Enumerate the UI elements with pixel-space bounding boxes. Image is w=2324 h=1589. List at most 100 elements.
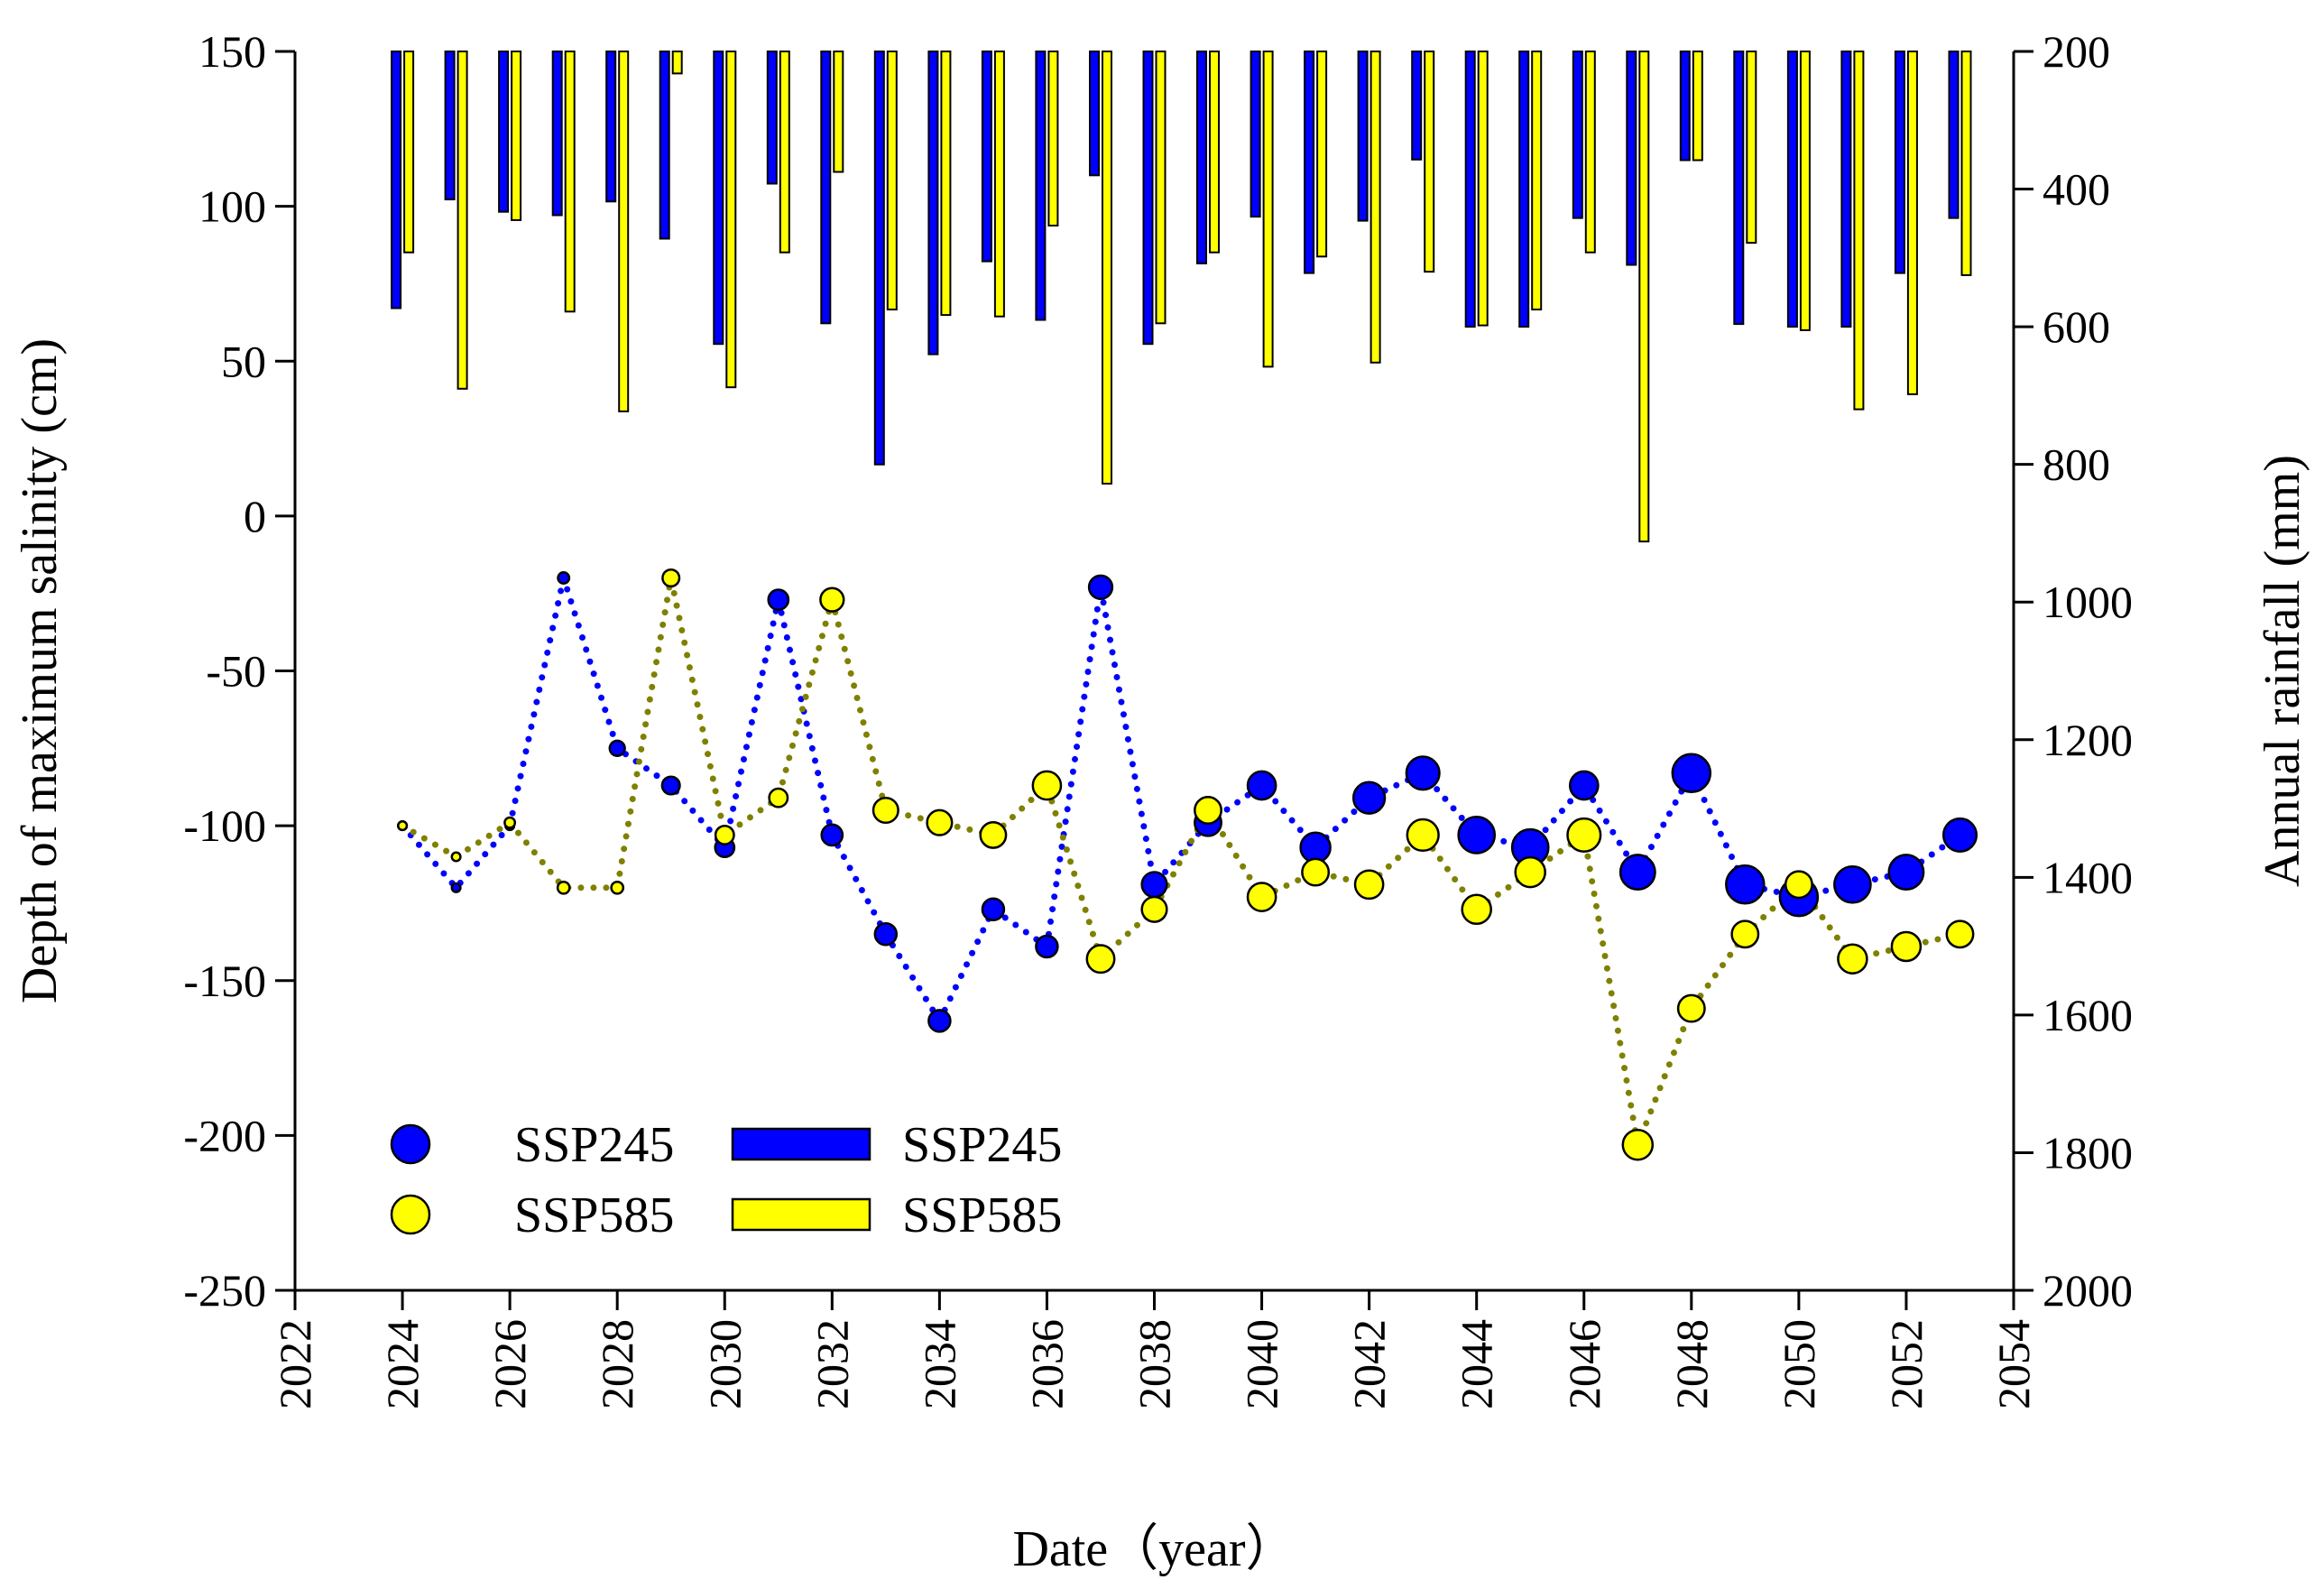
rainfall-bar-ssp585-2040 <box>1262 51 1274 368</box>
legend-marker-ssp245-bar <box>731 1127 872 1161</box>
x-tick-label: 2034 <box>914 1319 964 1409</box>
rainfall-bar-ssp585-2049 <box>1746 51 1757 245</box>
rainfall-bar-ssp245-2045 <box>1518 51 1530 328</box>
x-tick-label: 2030 <box>699 1319 750 1409</box>
depth-point-ssp245-2047 <box>1618 854 1656 892</box>
depth-point-ssp245-2038 <box>1140 871 1168 899</box>
rainfall-bar-ssp245-2052 <box>1894 51 1905 274</box>
depth-point-ssp245-2031 <box>767 588 790 611</box>
depth-point-ssp585-2040 <box>1246 882 1277 912</box>
left-tick-label: 50 <box>221 336 266 386</box>
right-tick-label: 1200 <box>2043 715 2133 765</box>
rainfall-bar-ssp245-2046 <box>1572 51 1583 219</box>
depth-point-ssp585-2026 <box>503 816 517 829</box>
depth-point-ssp585-2050 <box>1784 870 1813 900</box>
depth-point-ssp585-2027 <box>556 880 571 895</box>
rainfall-bar-ssp585-2048 <box>1692 51 1703 162</box>
rainfall-bar-ssp245-2024 <box>391 51 402 309</box>
depth-point-ssp585-2049 <box>1730 919 1760 949</box>
depth-point-ssp585-2024 <box>397 820 409 832</box>
legend-marker-ssp585-bar <box>731 1197 872 1232</box>
rainfall-bar-ssp245-2039 <box>1196 51 1207 264</box>
depth-point-ssp245-2029 <box>660 775 681 796</box>
rainfall-bar-ssp585-2051 <box>1853 51 1865 411</box>
depth-point-ssp585-2036 <box>1031 770 1063 801</box>
rainfall-bar-ssp245-2041 <box>1304 51 1315 274</box>
x-tick-label: 2038 <box>1130 1319 1180 1409</box>
rainfall-bars <box>391 51 1972 543</box>
rainfall-bar-ssp245-2047 <box>1626 51 1637 266</box>
depth-point-ssp585-2052 <box>1890 930 1923 963</box>
right-tick-label: 400 <box>2043 164 2110 215</box>
right-tick-label: 1000 <box>2043 577 2133 627</box>
right-tick-label: 1400 <box>2043 852 2133 902</box>
axes: 150 100 50 0 -50 -100 -150 -200 -250 200 400 600 800… <box>12 26 2310 1577</box>
x-tick-label: 2044 <box>1452 1319 1502 1409</box>
x-tick-label: 2022 <box>270 1319 320 1409</box>
rainfall-bar-ssp245-2053 <box>1948 51 1960 219</box>
depth-lines <box>399 565 1963 1157</box>
depth-point-ssp585-2028 <box>610 880 625 895</box>
rainfall-bar-ssp585-2026 <box>511 51 522 221</box>
depth-points <box>397 568 1978 1161</box>
right-tick-label: 600 <box>2043 301 2110 352</box>
rainfall-bar-ssp245-2044 <box>1464 51 1476 328</box>
depth-point-ssp585-2042 <box>1353 869 1385 901</box>
x-tick-label: 2036 <box>1021 1319 1072 1409</box>
rainfall-bar-ssp585-2041 <box>1316 51 1328 258</box>
depth-point-ssp585-2029 <box>661 568 681 588</box>
rainfall-bar-ssp245-2028 <box>605 51 617 203</box>
left-tick-label: -150 <box>183 956 266 1006</box>
rainfall-bar-ssp245-2042 <box>1357 51 1369 222</box>
rainfall-bar-ssp585-2034 <box>940 51 952 317</box>
left-tick-label: -100 <box>183 800 266 851</box>
rainfall-bar-ssp585-2050 <box>1799 51 1811 331</box>
rainfall-bar-ssp245-2049 <box>1733 51 1745 326</box>
legend-label: SSP585 <box>514 1187 674 1243</box>
depth-point-ssp245-2051 <box>1833 864 1872 904</box>
left-tick-label: -200 <box>183 1110 266 1160</box>
depth-point-ssp585-2046 <box>1566 817 1602 853</box>
depth-point-ssp585-2035 <box>979 820 1008 849</box>
depth-point-ssp585-2034 <box>926 808 954 836</box>
rainfall-bar-ssp245-2030 <box>713 51 724 346</box>
right-tick-label: 1800 <box>2043 1127 2133 1178</box>
x-tick-label: 2054 <box>1988 1319 2039 1409</box>
x-tick-label: 2026 <box>484 1319 535 1409</box>
depth-point-ssp245-2036 <box>1035 934 1059 959</box>
rainfall-bar-ssp585-2044 <box>1477 51 1489 327</box>
depth-point-ssp585-2048 <box>1676 993 1706 1023</box>
depth-point-ssp245-2049 <box>1725 864 1766 905</box>
depth-point-ssp245-2053 <box>1941 817 1978 853</box>
rainfall-bar-ssp585-2042 <box>1370 51 1381 364</box>
rainfall-bar-ssp245-2032 <box>820 51 832 325</box>
rainfall-bar-ssp585-2038 <box>1155 51 1167 325</box>
depth-point-ssp585-2031 <box>768 787 789 808</box>
depth-point-ssp585-2033 <box>872 796 899 825</box>
rainfall-bar-ssp245-2035 <box>981 51 992 263</box>
x-tick-label: 2050 <box>1774 1319 1824 1409</box>
legend: SSP245 SSP585 SSP245 SSP585 <box>390 1117 1062 1243</box>
x-tick-label: 2032 <box>807 1319 857 1409</box>
rainfall-bar-ssp585-2025 <box>456 51 468 390</box>
depth-point-ssp585-2039 <box>1194 796 1222 825</box>
rainfall-bar-ssp585-2036 <box>1047 51 1059 226</box>
depth-point-ssp585-2037 <box>1085 944 1116 975</box>
depth-point-ssp585-2053 <box>1945 919 1975 949</box>
rainfall-bar-ssp245-2040 <box>1250 51 1261 218</box>
rainfall-bar-ssp585-2037 <box>1102 51 1112 485</box>
depth-point-ssp245-2052 <box>1887 854 1925 892</box>
rainfall-bar-ssp245-2033 <box>873 51 885 466</box>
rainfall-bar-ssp245-2037 <box>1089 51 1100 177</box>
left-tick-label: 0 <box>244 491 266 541</box>
rainfall-bar-ssp585-2033 <box>886 51 898 310</box>
depth-point-ssp585-2051 <box>1837 943 1868 975</box>
depth-point-ssp585-2045 <box>1514 855 1546 889</box>
left-tick-label: 100 <box>198 181 266 232</box>
depth-point-ssp585-2025 <box>450 851 462 863</box>
depth-point-ssp585-2030 <box>714 824 735 845</box>
rainfall-bar-ssp245-2031 <box>766 51 778 185</box>
rainfall-bar-ssp585-2024 <box>403 51 415 254</box>
rainfall-bar-ssp585-2043 <box>1424 51 1435 273</box>
depth-point-ssp245-2043 <box>1405 755 1441 791</box>
